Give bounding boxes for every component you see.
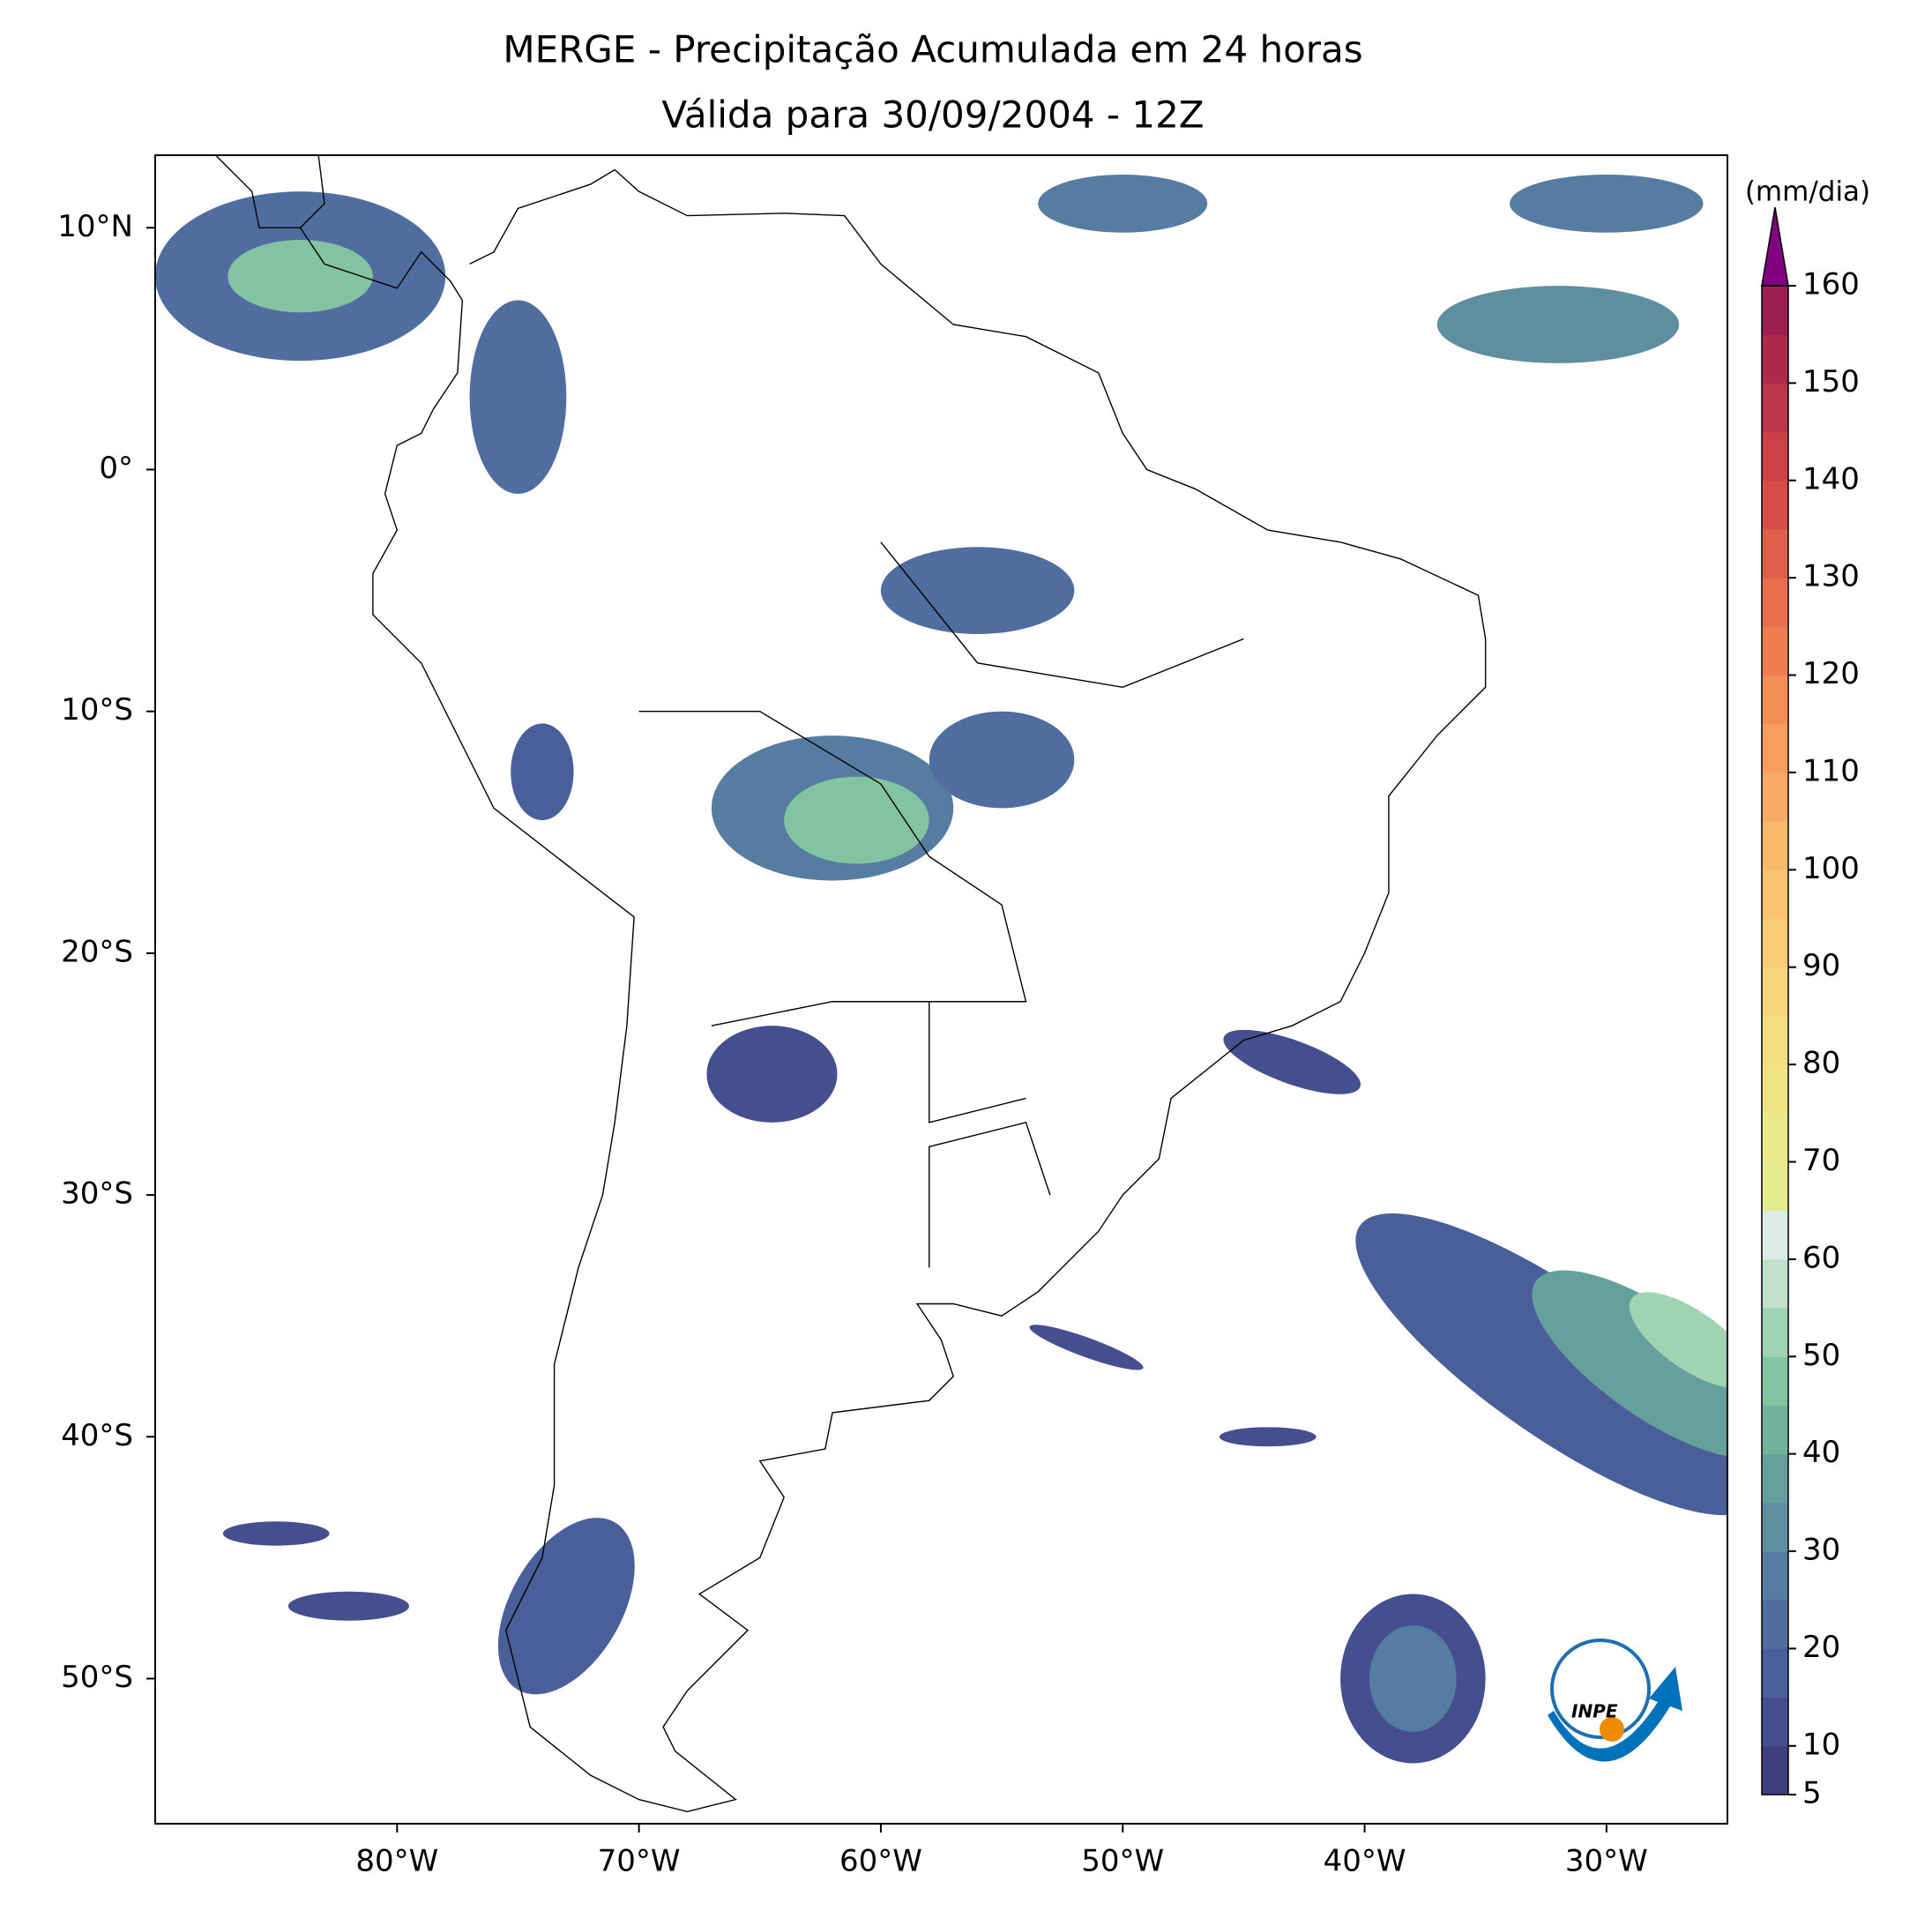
y-tick-label: 50°S — [61, 1660, 133, 1695]
colorbar-tick-label: 60 — [1802, 1240, 1840, 1275]
colorbar-segment — [1762, 286, 1788, 335]
colorbar-segment — [1762, 675, 1788, 725]
colorbar-segment — [1762, 723, 1788, 773]
colorbar-tick-label: 110 — [1802, 753, 1860, 788]
colorbar-segment — [1762, 1453, 1788, 1504]
colorbar-tick-label: 40 — [1802, 1435, 1840, 1470]
colorbar-frame — [1761, 285, 1789, 1795]
colorbar-segment — [1762, 870, 1788, 920]
y-tick-label: 10°N — [57, 209, 133, 244]
x-tick-label: 30°W — [1565, 1844, 1648, 1879]
y-tick-label: 40°S — [61, 1418, 133, 1453]
colorbar-segment — [1762, 1551, 1788, 1601]
colorbar-tick-label: 30 — [1802, 1533, 1840, 1568]
colorbar-segment — [1762, 1356, 1788, 1406]
colorbar-tick-label: 10 — [1802, 1727, 1840, 1762]
x-tick-label: 50°W — [1081, 1844, 1164, 1879]
colorbar-segment — [1762, 1648, 1788, 1698]
y-tick-label: 0° — [99, 451, 133, 486]
colorbar-segment — [1762, 578, 1788, 627]
colorbar-segment — [1762, 528, 1788, 579]
colorbar-tick-label: 140 — [1802, 461, 1860, 496]
map-subtitle: Válida para 30/09/2004 - 12Z — [661, 93, 1204, 137]
map-title: MERGE - Precipitação Acumulada em 24 hor… — [503, 28, 1362, 71]
colorbar-tick-label: 160 — [1802, 267, 1860, 302]
colorbar-tick-label: 70 — [1802, 1143, 1840, 1178]
colorbar-tick-label: 5 — [1802, 1776, 1822, 1811]
colorbar-segment — [1762, 1600, 1788, 1649]
colorbar-segment — [1762, 431, 1788, 481]
colorbar-segment — [1762, 1161, 1788, 1212]
colorbar-label: (mm/dia) — [1745, 176, 1870, 208]
colorbar-segment — [1762, 480, 1788, 530]
x-tick-label: 60°W — [839, 1844, 922, 1879]
colorbar-segment — [1762, 1308, 1788, 1357]
logo-arrow — [1548, 1667, 1682, 1762]
colorbar-segment — [1762, 1745, 1788, 1795]
colorbar-segment — [1762, 821, 1788, 870]
logo-ring — [1550, 1639, 1651, 1739]
colorbar-tick-label: 50 — [1802, 1338, 1840, 1373]
colorbar-segment — [1762, 1064, 1788, 1114]
y-tick-label: 30°S — [61, 1176, 133, 1212]
colorbar-segment — [1762, 1258, 1788, 1309]
x-tick-label: 70°W — [598, 1844, 681, 1879]
colorbar-tick-label: 120 — [1802, 656, 1860, 691]
colorbar-extend — [1761, 206, 1789, 287]
colorbar-segment — [1762, 967, 1788, 1017]
precipitation — [155, 174, 1727, 1764]
colorbar-tick-label: 90 — [1802, 948, 1840, 983]
colorbar-tick-label: 130 — [1802, 559, 1860, 594]
colorbar-segment — [1762, 918, 1788, 968]
y-tick-label: 10°S — [61, 692, 133, 728]
colorbar-segment — [1762, 383, 1788, 433]
x-tick-label: 80°W — [355, 1844, 438, 1879]
y-tick-label: 20°S — [61, 934, 133, 969]
map-area: INPE — [131, 107, 1727, 1811]
colorbar-tick-label: 20 — [1802, 1630, 1840, 1665]
coastline — [131, 107, 1486, 1811]
logo-text: INPE — [1571, 1701, 1618, 1722]
colorbar-segment — [1762, 1697, 1788, 1747]
map-frame — [154, 154, 1728, 1825]
colorbar-segment — [1762, 1405, 1788, 1455]
colorbar-segment — [1762, 1015, 1788, 1065]
colorbar-segment — [1762, 1113, 1788, 1162]
colorbar-segment — [1762, 772, 1788, 822]
colorbar-segment — [1762, 626, 1788, 676]
logo-dot — [1600, 1717, 1624, 1742]
x-tick-label: 40°W — [1324, 1844, 1406, 1879]
colorbar-tick-label: 80 — [1802, 1046, 1840, 1081]
colorbar-tick-label: 150 — [1802, 364, 1860, 399]
colorbar-tick-label: 100 — [1802, 851, 1860, 886]
colorbar-segment — [1762, 1502, 1788, 1552]
colorbar-segment — [1762, 334, 1788, 384]
colorbar-segment — [1762, 1210, 1788, 1260]
